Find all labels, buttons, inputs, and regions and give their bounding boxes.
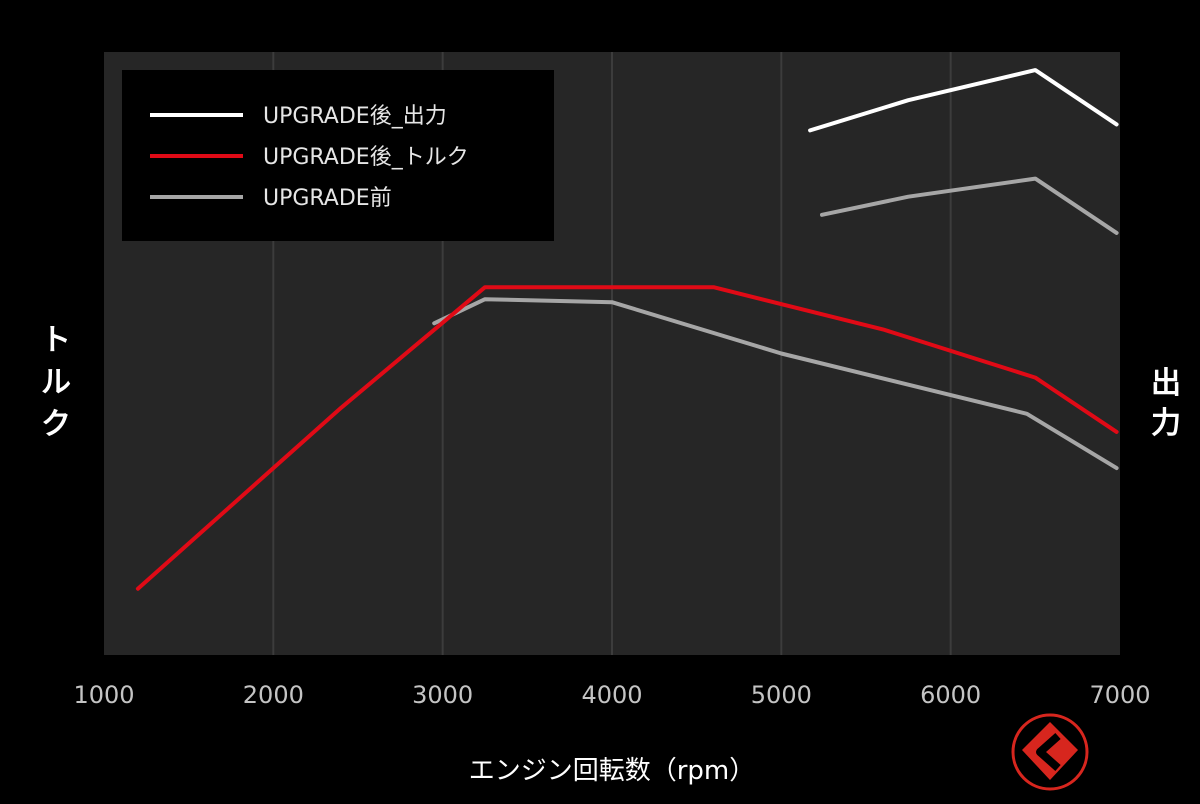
legend-label: UPGRADE後_トルク	[263, 145, 469, 170]
x-tick-labels: 1000 2000 3000 4000 5000 6000 7000	[73, 681, 1150, 709]
series-line	[135, 285, 1119, 591]
series-line	[820, 176, 1119, 235]
series-line	[808, 68, 1119, 133]
x-tick-label: 6000	[920, 681, 981, 709]
legend: UPGRADE後_出力 UPGRADE後_トルク UPGRADE前	[122, 70, 554, 241]
series-line	[432, 297, 1119, 471]
x-axis-label: エンジン回転数（rpm）	[469, 756, 756, 786]
x-tick-label: 4000	[581, 681, 642, 709]
x-tick-label: 3000	[412, 681, 473, 709]
x-tick-label: 2000	[243, 681, 304, 709]
x-tick-label: 7000	[1089, 681, 1150, 709]
y-axis-label-right: 出力	[1151, 366, 1181, 441]
kuruma-news-logo-icon	[1011, 713, 1089, 791]
y-axis-label-left: トルク	[41, 323, 71, 442]
legend-label: UPGRADE後_出力	[263, 104, 447, 129]
series-lines	[135, 68, 1119, 591]
legend-label: UPGRADE前	[263, 186, 392, 211]
x-tick-label: 1000	[73, 681, 134, 709]
x-tick-label: 5000	[751, 681, 812, 709]
